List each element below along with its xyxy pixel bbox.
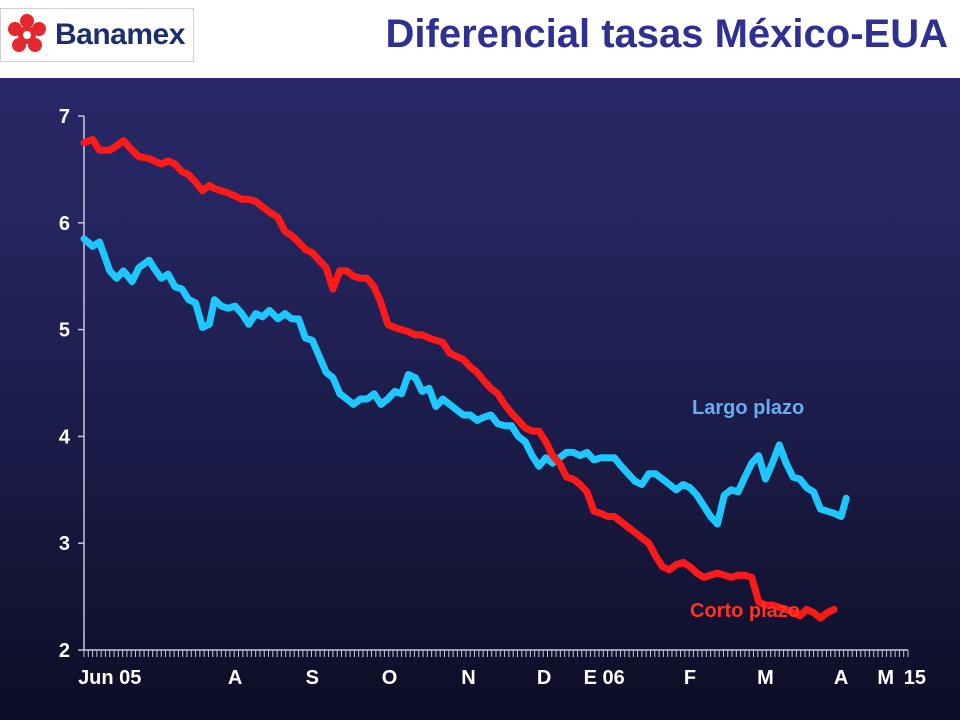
- page-title: Diferencial tasas México-EUA: [385, 12, 948, 56]
- y-tick-label: 7: [59, 106, 70, 128]
- x-tick-label: M: [877, 667, 894, 689]
- series-label-corto-plazo: Corto plazo: [690, 600, 800, 622]
- x-tick-label: A: [834, 667, 848, 689]
- series-line-largo-plazo: [80, 235, 850, 528]
- x-tick-label: D: [537, 667, 551, 689]
- series-label-largo-plazo: Largo plazo: [692, 397, 804, 419]
- y-tick-label: 3: [59, 533, 70, 555]
- x-tick-label: M: [757, 667, 774, 689]
- x-tick-label: E 06: [584, 667, 625, 689]
- x-tick-label: A: [228, 667, 242, 689]
- x-tick-label: Jun 05: [78, 667, 141, 689]
- y-tick-label: 4: [59, 426, 71, 448]
- banamex-logo: Banamex: [0, 8, 194, 62]
- y-tick-label: 6: [59, 213, 70, 235]
- brand-name: Banamex: [55, 18, 185, 51]
- header-bar: Banamex Diferencial tasas México-EUA: [0, 0, 960, 78]
- chart-series-labels: Largo plazo Corto plazo: [690, 397, 804, 622]
- header-divider: [0, 78, 960, 82]
- x-tick-label: N: [461, 667, 475, 689]
- series-line-corto-plazo: [80, 136, 838, 622]
- x-tick-label: O: [382, 667, 398, 689]
- rate-differential-chart: 2 3 4 5 6 7 Jun 05 A S O N D E 06 F M A M 15 Largo plazo C…: [59, 106, 926, 689]
- banamex-flower-icon: [8, 14, 46, 52]
- chart-axes: 2 3 4 5 6 7 Jun 05 A S O N D E 06 F M A M 15: [59, 106, 926, 689]
- chart-series: [80, 136, 850, 622]
- x-tick-label: S: [306, 667, 319, 689]
- x-tick-label: F: [684, 667, 696, 689]
- y-tick-label: 2: [59, 640, 70, 662]
- y-tick-label: 5: [59, 320, 70, 342]
- x-tick-label: 15: [904, 667, 926, 689]
